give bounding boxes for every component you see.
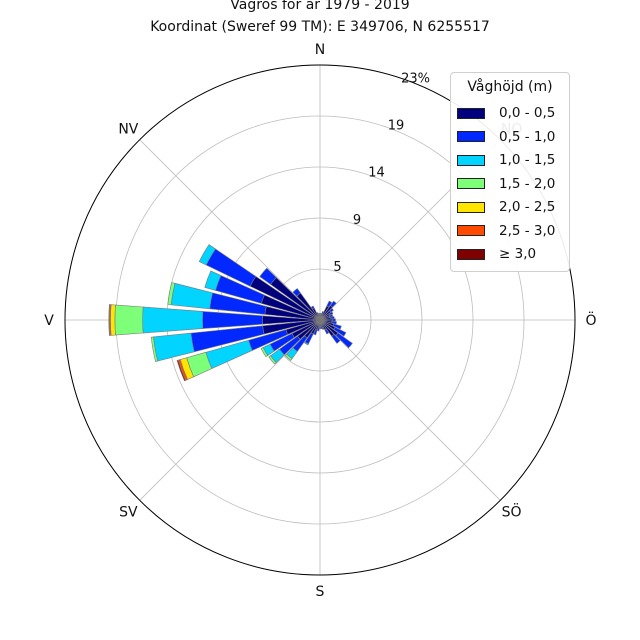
wedge-270-bin1 — [202, 311, 263, 329]
direction-label-S: S — [316, 584, 325, 600]
legend-title: Våghöjd (m) — [467, 79, 553, 95]
legend-swatch — [457, 107, 485, 119]
direction-label-SÖ: SÖ — [502, 503, 522, 521]
radial-tick-label: 23% — [401, 71, 430, 86]
wedge-280-bin3 — [167, 282, 176, 306]
wedge-220-bin3 — [284, 353, 293, 361]
wedge-270-bin3 — [114, 304, 144, 336]
wedge-210-bin2 — [304, 341, 309, 346]
grid-spoke — [139, 319, 321, 501]
wedge-90-bin1 — [331, 318, 336, 322]
legend-swatch — [457, 154, 485, 166]
radial-tick-label: 19 — [388, 119, 405, 134]
grid-spoke — [319, 319, 501, 501]
legend-swatch — [457, 248, 485, 260]
legend-label: 1,0 - 1,5 — [499, 152, 556, 168]
legend-label: 1,5 - 2,0 — [499, 175, 556, 192]
wedge-310-bin1 — [259, 267, 277, 285]
legend-entry: 2,5 - 3,0 — [457, 223, 555, 239]
wedge-340-bin1 — [316, 312, 319, 315]
wedge-110-bin1 — [332, 323, 342, 330]
wedge-320-bin1 — [292, 288, 301, 297]
wedge-270-bin2 — [142, 306, 204, 334]
wedge-350-bin1 — [318, 313, 320, 315]
wedge-270-bin4 — [110, 304, 116, 336]
legend-label: 2,0 - 2,5 — [499, 199, 556, 215]
legend-entry: 2,0 - 2,5 — [457, 199, 555, 215]
direction-label-NV: NV — [118, 121, 138, 137]
wedge-70-bin1 — [328, 314, 334, 318]
wedge-260-bin2 — [153, 332, 195, 362]
wedge-130-bin1 — [335, 332, 353, 349]
radial-tick-label: 14 — [368, 166, 385, 181]
direction-label-SV: SV — [119, 505, 138, 521]
radial-tick-label: 5 — [333, 260, 341, 275]
wedge-240-bin3 — [260, 347, 269, 358]
legend-entry: 0,0 - 0,5 — [457, 105, 555, 121]
legend: Våghöjd (m) 0,0 - 0,5 0,5 - 1,0 1,0 - 1,5 1… — [450, 72, 570, 272]
wedge-50-bin1 — [329, 307, 334, 313]
legend-swatch — [457, 131, 485, 142]
legend-swatch — [457, 225, 485, 236]
wedge-80-bin1 — [330, 316, 335, 320]
wedge-270-bin6 — [108, 304, 111, 336]
wedge-150-bin1 — [324, 328, 330, 335]
wedge-190-bin1 — [316, 327, 320, 332]
wedge-250-bin6 — [176, 359, 186, 382]
direction-label-V: V — [44, 313, 54, 329]
chart-title: Vågros för år 1979 - 2019 — [230, 0, 410, 13]
legend-label: ≥ 3,0 — [499, 246, 537, 262]
wedge-290-bin2 — [204, 270, 222, 291]
wedge-160-bin1 — [321, 326, 325, 330]
legend-swatch — [457, 178, 485, 189]
wedge-300-bin2 — [198, 244, 216, 266]
wedge-40-bin1 — [329, 300, 337, 308]
legend-label: 0,0 - 0,5 — [499, 105, 556, 121]
radial-tick-label: 9 — [353, 213, 361, 228]
legend-label: 0,5 - 1,0 — [499, 128, 556, 145]
wedge-30-bin1 — [326, 300, 333, 308]
legend-entry: 1,5 - 2,0 — [457, 176, 555, 192]
outer-circle — [64, 64, 576, 576]
direction-label-N: N — [315, 42, 325, 58]
wedge-120-bin1 — [333, 326, 347, 337]
legend-entry: 1,0 - 1,5 — [457, 152, 555, 168]
wedge-60-bin1 — [328, 311, 334, 316]
wedge-260-bin3 — [150, 336, 159, 362]
wedge-100-bin1 — [331, 320, 337, 325]
grid-spoke — [139, 139, 321, 321]
wedge-140-bin1 — [331, 333, 341, 344]
legend-entry: ≥ 3,0 — [457, 246, 536, 262]
chart-subtitle: Koordinat (Sweref 99 TM): E 349706, N 62… — [150, 19, 490, 35]
wedge-200-bin1 — [313, 328, 318, 336]
wedge-230-bin3 — [268, 355, 277, 365]
legend-entry: 0,5 - 1,0 — [457, 129, 555, 145]
wedge-330-bin1 — [310, 305, 315, 310]
legend-label: 2,5 - 3,0 — [499, 222, 556, 239]
legend-swatch — [457, 201, 485, 213]
direction-label-Ö: Ö — [585, 311, 596, 329]
